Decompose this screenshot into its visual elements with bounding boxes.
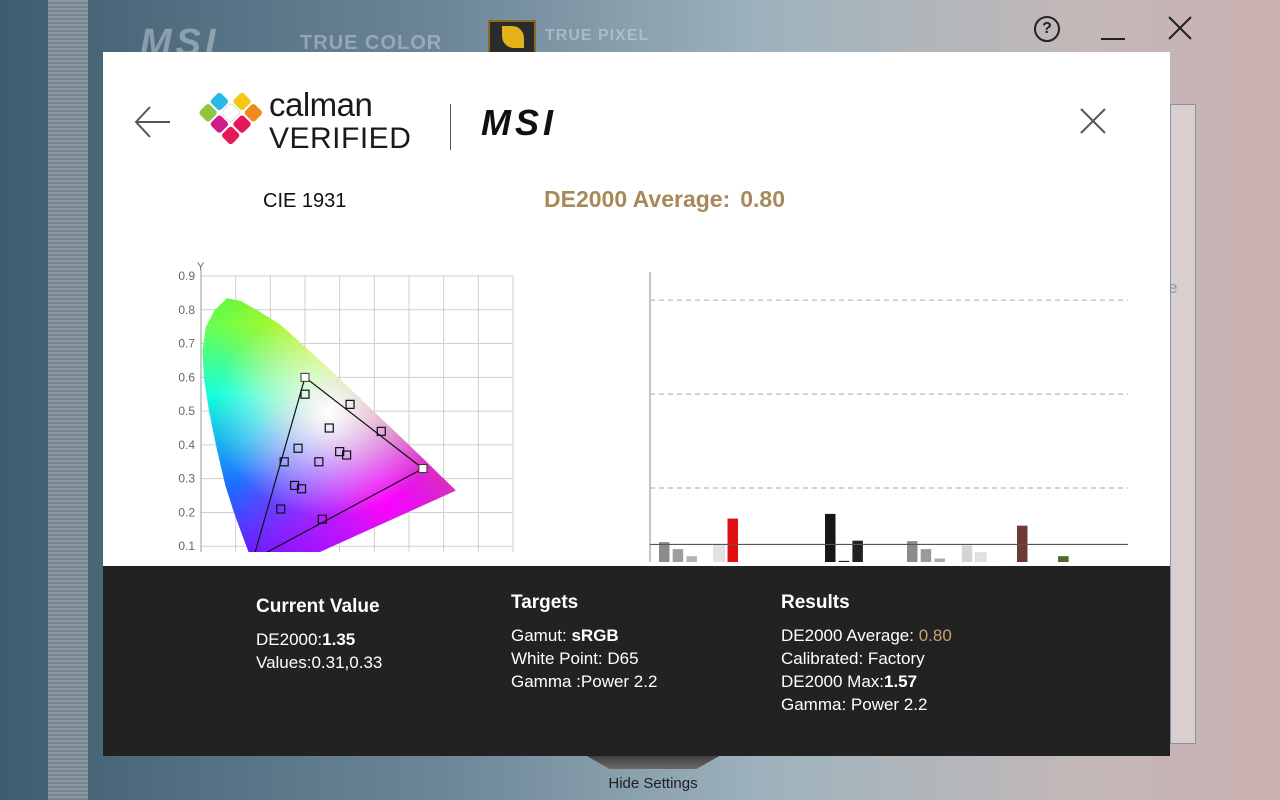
msi-logo: MSI: [481, 106, 557, 138]
background-true-pixel-label: TRUE PIXEL: [545, 27, 650, 44]
cie-y-axis-label: Y: [197, 261, 205, 273]
help-icon[interactable]: ?: [1034, 16, 1060, 42]
de2000-bar: [1017, 525, 1028, 562]
cie-measurement-point: [314, 457, 324, 467]
result-de-average: DE2000 Average: 0.80: [781, 624, 952, 647]
result-calibrated: Calibrated: Factory: [781, 649, 925, 668]
target-gamut-label: Gamut:: [511, 626, 572, 645]
true-pixel-leaf-icon: [502, 26, 524, 48]
cie-measurement-point: [279, 457, 289, 467]
background-true-color-label: TRUE COLOR: [300, 32, 443, 54]
de2000-bar: [975, 552, 987, 562]
cie-measurement-point: [300, 389, 310, 399]
hide-settings-label: Hide Settings: [608, 775, 698, 792]
cie-measurement-point: [293, 443, 303, 453]
de2000-average-label: DE2000 Average:: [544, 186, 731, 212]
de2000-bar: [961, 545, 973, 562]
current-de-value: 1.35: [322, 630, 356, 649]
calman-wordmark: calman: [269, 86, 373, 123]
window-close-icon[interactable]: [1166, 14, 1194, 42]
target-gamut: Gamut: sRGB: [511, 624, 657, 647]
cie-y-tick-label: 0.9: [178, 269, 195, 283]
cie-measurement-point: [342, 450, 352, 460]
de2000-bar: [713, 543, 725, 562]
de2000-bar: [686, 556, 697, 562]
cie-chart-title: CIE 1931: [263, 190, 347, 212]
cie-y-tick-label: 0.5: [178, 404, 195, 418]
hide-settings-button[interactable]: Hide Settings: [585, 755, 721, 800]
targets-heading: Targets: [511, 592, 579, 613]
results-section: Results DE2000 Average: 0.80 Calibrated:…: [781, 592, 952, 716]
de2000-bar: [934, 558, 945, 562]
de2000-bar: [659, 542, 670, 562]
minimize-icon[interactable]: [1101, 38, 1125, 40]
calman-logo-icon: [199, 92, 262, 145]
de2000-bar: [825, 513, 836, 562]
de2000-bar: [838, 560, 850, 562]
current-values-label: Values:: [256, 653, 312, 672]
current-de2000: DE2000:1.35: [256, 628, 382, 651]
back-arrow-icon[interactable]: [133, 102, 173, 142]
result-gamma: Gamma: Power 2.2: [781, 695, 928, 714]
gamut-vertex-marker: [300, 372, 310, 382]
cie-y-tick-label: 0.6: [178, 370, 195, 384]
cie-y-tick-label: 0.8: [178, 303, 195, 317]
cie-y-tick-label: 0.4: [178, 438, 195, 452]
gamut-vertex-marker: [418, 464, 428, 474]
cie-y-tick-label: 0.7: [178, 337, 195, 351]
cie-measurement-point: [276, 504, 286, 514]
target-white-point: White Point: D65: [511, 649, 639, 668]
background-settings-panel: [1170, 104, 1196, 744]
cie-measurement-point: [376, 426, 386, 436]
background-panel-text: e: [1168, 278, 1178, 297]
result-de-max: DE2000 Max:1.57: [781, 670, 952, 693]
current-value-section: Current Value DE2000:1.35 Values:0.31,0.…: [256, 596, 382, 674]
verified-wordmark: VERIFIED: [269, 122, 412, 155]
results-info-panel: Current Value DE2000:1.35 Values:0.31,0.…: [103, 566, 1170, 756]
cie-measurement-point: [317, 514, 327, 524]
background-side-strip: [48, 0, 88, 800]
result-max-label: DE2000 Max:: [781, 672, 884, 691]
gamut-triangle: [254, 376, 424, 552]
de2000-bar-chart: 0246GoodBetterBest: [649, 272, 1128, 562]
current-values: Values:0.31,0.33: [256, 651, 382, 674]
logo-divider: [450, 104, 451, 150]
current-values-value: 0.31,0.33: [311, 653, 383, 672]
msi-logo-text: MSI: [481, 106, 557, 138]
de2000-average-title: DE2000 Average: 0.80: [544, 186, 785, 213]
result-max-value: 1.57: [884, 672, 918, 691]
cie-y-tick-label: 0.2: [178, 505, 195, 519]
cie-measurements: [254, 372, 428, 552]
hide-settings-tab-icon: [585, 755, 721, 769]
de2000-bar: [672, 549, 684, 562]
cie-y-tick-label: 0.1: [178, 539, 195, 552]
cie-axes: 0.10.20.30.40.50.60.70.80.90.10.20.30.40…: [178, 261, 205, 552]
cie-measurement-point: [324, 423, 334, 433]
de2000-bar: [1058, 556, 1069, 562]
results-heading: Results: [781, 592, 850, 613]
targets-section: Targets Gamut: sRGB White Point: D65 Gam…: [511, 592, 657, 693]
cie-y-tick-label: 0.3: [178, 472, 195, 486]
target-gamma: Gamma :Power 2.2: [511, 672, 658, 691]
de2000-bar: [727, 518, 738, 562]
calman-verified-dialog: calman VERIFIED MSI CIE 1931: [103, 52, 1170, 756]
result-avg-value: 0.80: [918, 626, 952, 645]
de2000-average-value: 0.80: [740, 186, 786, 212]
cie-measurement-point: [335, 447, 345, 457]
cie-1931-chart: 0.10.20.30.40.50.60.70.80.90.10.20.30.40…: [178, 261, 514, 552]
result-avg-label: DE2000 Average:: [781, 626, 919, 645]
cie-measurement-point: [296, 484, 307, 494]
close-icon[interactable]: [1078, 106, 1108, 136]
cie-measurement-point: [345, 399, 355, 409]
cie-measurement-point: [290, 480, 300, 491]
de2000-bar: [852, 540, 863, 562]
de2000-bar: [920, 549, 932, 562]
de2000-bar: [907, 541, 918, 562]
target-gamut-value: sRGB: [571, 626, 619, 645]
current-value-heading: Current Value: [256, 596, 380, 617]
current-de-label: DE2000:: [256, 630, 323, 649]
